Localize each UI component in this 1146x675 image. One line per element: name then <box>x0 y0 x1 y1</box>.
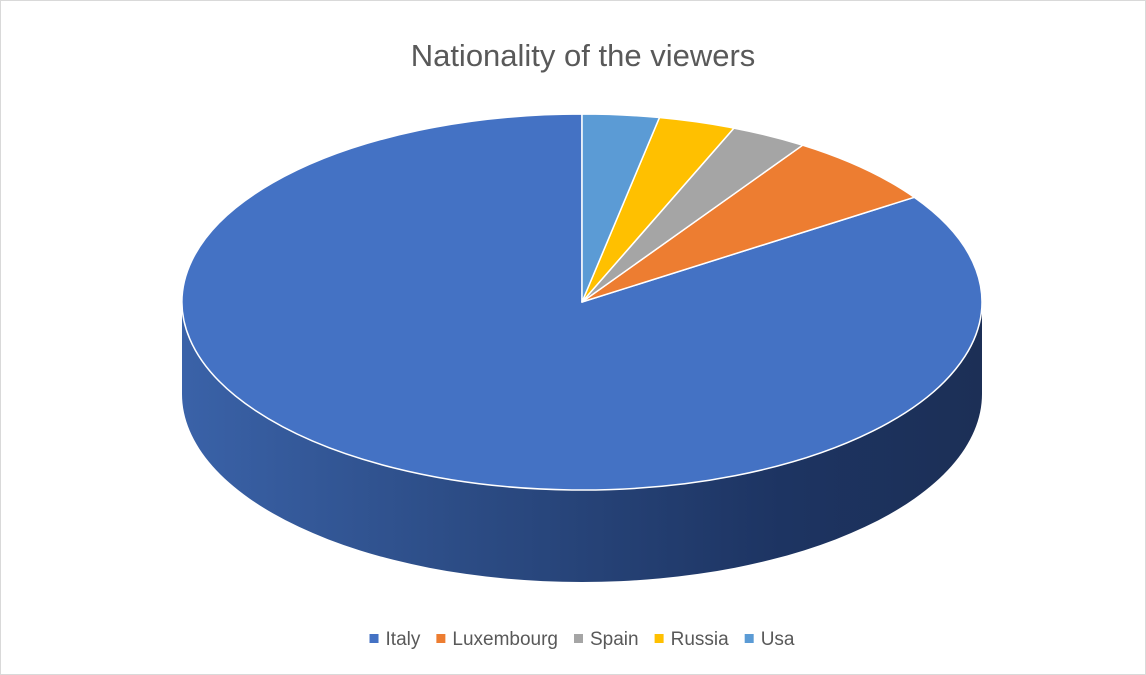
chart-title: Nationality of the viewers <box>411 38 756 73</box>
legend-item-italy: Italy <box>369 629 421 650</box>
legend-item-spain: Spain <box>574 629 639 650</box>
slice-side-italy <box>182 302 982 582</box>
legend-swatch-spain <box>574 634 583 643</box>
slice-usa <box>581 113 661 303</box>
legend-swatch-usa <box>744 634 754 643</box>
legend-label-usa: Usa <box>761 629 795 650</box>
pie-side-wall <box>182 302 982 582</box>
legend-swatch-russia <box>654 634 664 643</box>
legend-item-luxembourg: Luxembourg <box>436 629 558 650</box>
legend-label-russia: Russia <box>671 629 730 650</box>
legend-label-luxembourg: Luxembourg <box>452 629 558 650</box>
legend-item-usa: Usa <box>744 629 795 650</box>
legend: Italy Luxembourg Spain Russia Usa <box>369 629 795 650</box>
legend-label-italy: Italy <box>386 629 421 650</box>
slice-luxembourg <box>581 144 915 303</box>
legend-item-russia: Russia <box>654 629 730 650</box>
pie-top-face <box>181 113 983 491</box>
legend-swatch-luxembourg <box>436 634 446 643</box>
legend-swatch-italy <box>369 634 379 643</box>
legend-label-spain: Spain <box>590 629 639 650</box>
